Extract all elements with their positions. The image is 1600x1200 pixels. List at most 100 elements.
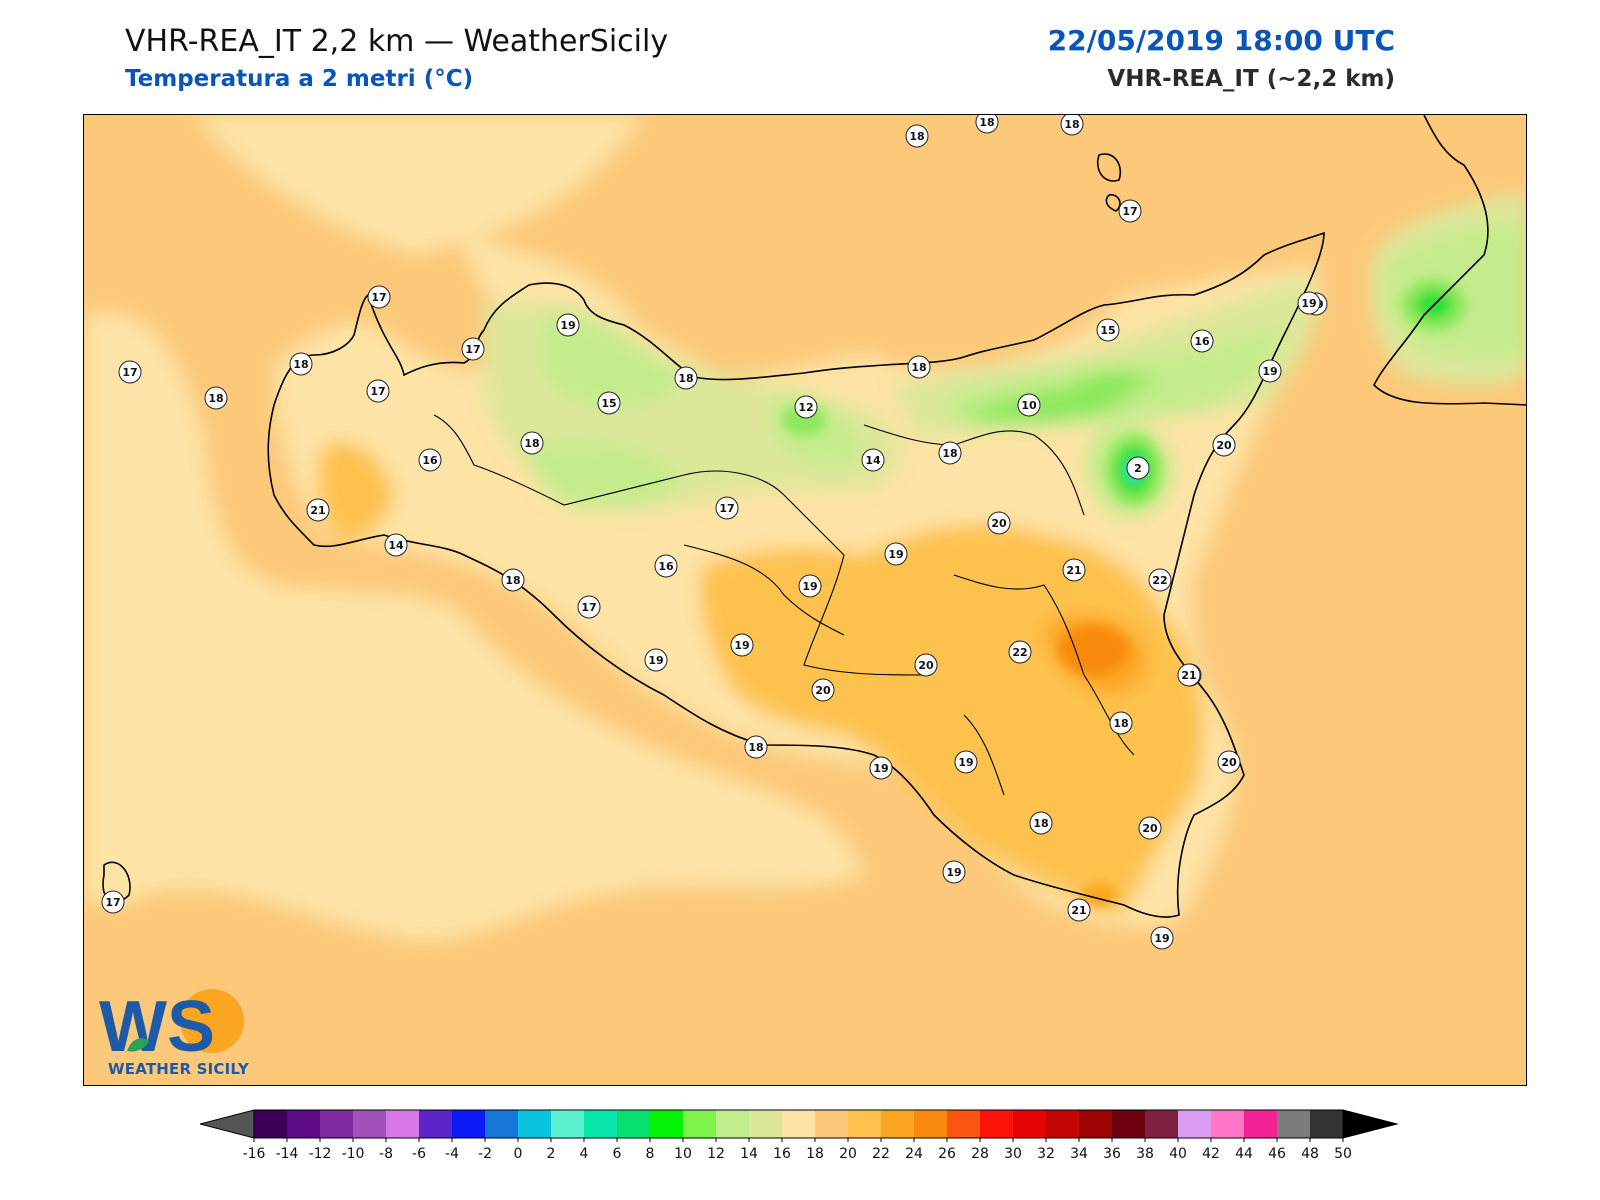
station-marker: 18 — [975, 115, 999, 134]
colorbar-tick-label: -4 — [445, 1146, 459, 1162]
station-circle — [1297, 291, 1321, 315]
station-marker: 17 — [118, 360, 142, 384]
colorbar-segment — [1145, 1110, 1178, 1138]
station-value: 22 — [1152, 574, 1167, 587]
station-value: 12 — [798, 401, 813, 414]
province-boundaries — [433, 414, 1135, 796]
station-circle — [1096, 318, 1120, 342]
station-circle — [1138, 816, 1162, 840]
weather-sicily-logo: WS — [97, 983, 257, 1075]
colorbar-tick-label: 6 — [613, 1146, 622, 1162]
station-marker: 17 — [367, 285, 391, 309]
station-circle — [556, 313, 580, 337]
station-circle — [366, 379, 390, 403]
station-marker: 14 — [861, 448, 885, 472]
station-value: 21 — [1071, 904, 1086, 917]
colorbar-tick-label: 40 — [1169, 1146, 1187, 1162]
station-circle — [577, 595, 601, 619]
station-circle — [715, 496, 739, 520]
station-value: 20 — [815, 684, 831, 697]
colorbar-tick-label: 26 — [938, 1146, 956, 1162]
station-value: 19 — [946, 866, 961, 879]
station-marker: 18 — [289, 352, 313, 376]
colorbar-tick-label: -12 — [309, 1146, 332, 1162]
station-circle — [1008, 640, 1032, 664]
station-circle — [101, 890, 125, 914]
station-value: 21 — [310, 504, 325, 517]
colorbar-tick-label: 50 — [1334, 1146, 1352, 1162]
station-value: 18 — [1064, 118, 1079, 131]
colorbar-segment — [584, 1110, 617, 1138]
colorbar-tick-label: 36 — [1103, 1146, 1121, 1162]
station-marker: 19 — [1297, 291, 1321, 315]
station-circle — [744, 735, 768, 759]
station-marker: 16 — [654, 554, 678, 578]
station-marker: 19 — [869, 756, 893, 780]
colorbar-tick-label: 14 — [740, 1146, 758, 1162]
colorbar-segment — [1244, 1110, 1277, 1138]
ws-logo-graphic: WS — [99, 987, 244, 1067]
station-value: 18 — [911, 361, 926, 374]
station-value: 16 — [422, 454, 438, 467]
colorbar-tick-label: 48 — [1301, 1146, 1319, 1162]
station-value: 18 — [979, 116, 994, 129]
colorbar-segment — [320, 1110, 353, 1138]
station-circle — [644, 648, 668, 672]
station-marker: 17 — [577, 595, 601, 619]
station-value: 21 — [1066, 564, 1081, 577]
station-marker: 18 — [744, 735, 768, 759]
colorbar-tick-label: 30 — [1004, 1146, 1022, 1162]
colorbar-tick-label: 38 — [1136, 1146, 1154, 1162]
station-value: 15 — [601, 397, 616, 410]
station-marker: 18 — [501, 568, 525, 592]
colorbar-tick-label: -8 — [379, 1146, 393, 1162]
station-value: 19 — [873, 762, 888, 775]
station-value: 19 — [888, 548, 903, 561]
station-marker: 19 — [1258, 359, 1282, 383]
station-circle — [730, 633, 754, 657]
station-marker: 18 — [520, 431, 544, 455]
station-marker: 15 — [1096, 318, 1120, 342]
colorbar-segment — [1079, 1110, 1112, 1138]
station-marker: 18 — [1029, 811, 1053, 835]
colorbar-segment — [947, 1110, 980, 1138]
station-circle — [674, 366, 698, 390]
colorbar-segment — [914, 1110, 947, 1138]
station-circle — [905, 124, 929, 148]
colorbar-segment — [254, 1110, 287, 1138]
station-circle — [907, 355, 931, 379]
colorbar-graphic: -16 -14 -12 -10 -8 -6 -4 -2 0 2 4 6 8 10 12 14 16 18 20 22 2… — [198, 1109, 1399, 1162]
station-value: 19 — [648, 654, 663, 667]
station-value: 17 — [1122, 205, 1137, 218]
station-marker: 16 — [1190, 329, 1214, 353]
station-marker: 20 — [1217, 750, 1241, 774]
station-value: 20 — [1142, 822, 1158, 835]
station-marker: 19 — [1150, 926, 1174, 950]
station-value: 18 — [942, 447, 957, 460]
colorbar-tick-label: 12 — [707, 1146, 725, 1162]
colorbar-segment — [1178, 1110, 1211, 1138]
station-value: 19 — [1154, 932, 1169, 945]
station-marker: 20 — [1212, 433, 1236, 457]
station-marker: 21 — [306, 498, 330, 522]
station-value: 17 — [465, 343, 480, 356]
colorbar-segment — [617, 1110, 650, 1138]
station-value: 18 — [1033, 817, 1048, 830]
station-circle — [1126, 456, 1150, 480]
station-circle — [811, 678, 835, 702]
station-marker: 18 — [1060, 115, 1084, 136]
station-value: 14 — [388, 539, 404, 552]
station-marker: 19 — [798, 574, 822, 598]
station-value: 10 — [1021, 399, 1037, 412]
station-circle — [1118, 199, 1142, 223]
station-circle — [884, 542, 908, 566]
colorbar-tick-label: -10 — [342, 1146, 365, 1162]
colorbar-segment — [1211, 1110, 1244, 1138]
station-marker: 19 — [644, 648, 668, 672]
chart-title: VHR-REA_IT 2,2 km — WeatherSicily — [125, 24, 669, 59]
station-marker: 20 — [1138, 816, 1162, 840]
station-value: 18 — [505, 574, 520, 587]
station-marker: 18 — [674, 366, 698, 390]
station-value: 18 — [1113, 717, 1128, 730]
colorbar-tick-label: -6 — [412, 1146, 426, 1162]
